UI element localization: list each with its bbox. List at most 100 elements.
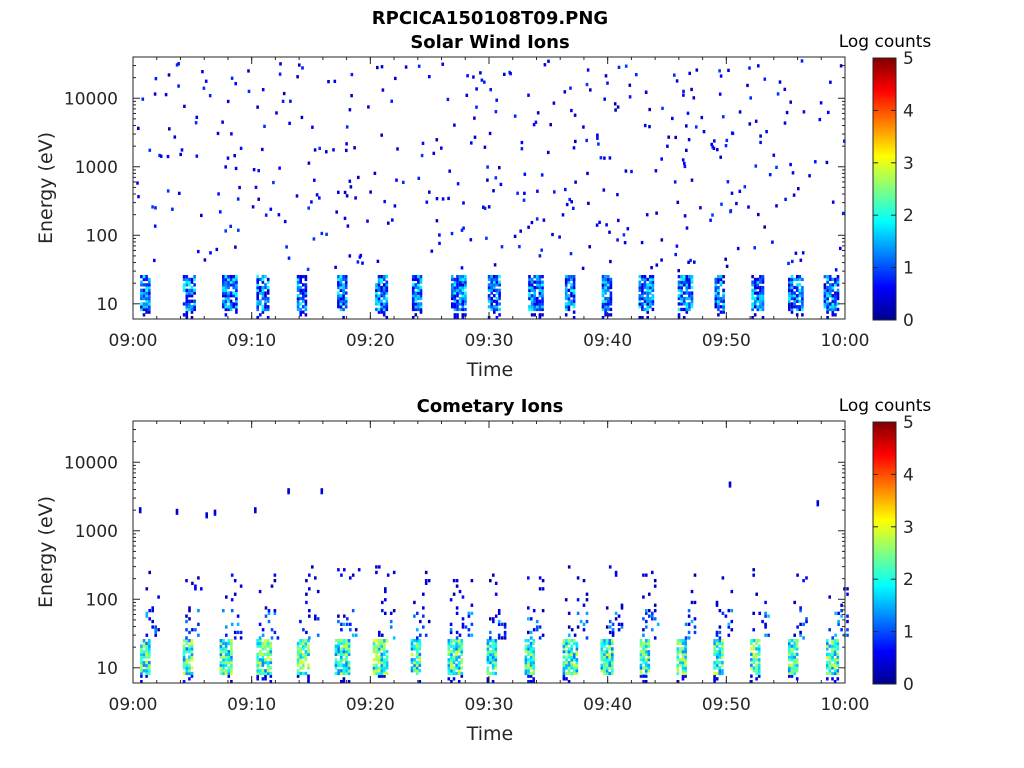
- heatmap-cell: [256, 288, 259, 292]
- heatmap-cell: [823, 275, 827, 279]
- heatmap-cell: [382, 288, 386, 292]
- heatmap-cell: [719, 277, 723, 282]
- heatmap-cell: [424, 570, 428, 575]
- heatmap-cell: [455, 650, 458, 654]
- heatmap-cell: [453, 313, 457, 317]
- heatmap-cell: [182, 285, 186, 290]
- heatmap-cell: [342, 277, 345, 282]
- heatmap-cell: [788, 674, 791, 678]
- heatmap-cell: [337, 614, 340, 618]
- heatmap-cell: [685, 305, 689, 309]
- heatmap-cell: [722, 115, 725, 119]
- heatmap-cell: [614, 570, 618, 575]
- heatmap-cell: [690, 285, 694, 290]
- heatmap-cell: [138, 507, 142, 511]
- heatmap-cell: [224, 296, 228, 301]
- heatmap-cell: [721, 647, 724, 651]
- heatmap-cell: [775, 165, 778, 169]
- heatmap-cell: [641, 277, 644, 282]
- heatmap-cell: [604, 74, 608, 78]
- heatmap-cell: [674, 252, 677, 257]
- heatmap-cell: [264, 647, 267, 651]
- heatmap-cell: [828, 655, 832, 659]
- heatmap-cell: [304, 652, 308, 656]
- heatmap-cell: [490, 307, 493, 312]
- heatmap-cell: [713, 641, 716, 646]
- heatmap-cell: [247, 89, 251, 93]
- heatmap-cell: [688, 285, 691, 290]
- heatmap-cell: [145, 666, 148, 670]
- heatmap-cell: [738, 110, 742, 114]
- heatmap-cell: [235, 275, 238, 279]
- heatmap-cell: [375, 285, 378, 290]
- heatmap-cell: [500, 622, 504, 626]
- heatmap-cell: [451, 302, 454, 306]
- heatmap-cell: [177, 62, 180, 66]
- heatmap-cell: [470, 633, 474, 637]
- heatmap-cell: [833, 650, 837, 654]
- heatmap-cell: [145, 294, 148, 298]
- heatmap-cell: [759, 134, 762, 138]
- heatmap-cell: [287, 256, 291, 260]
- heatmap-cell: [567, 660, 571, 665]
- heatmap-cell: [222, 291, 225, 295]
- colorbar-tick-label: 5: [903, 49, 914, 69]
- heatmap-cell: [570, 647, 573, 651]
- heatmap-cell: [452, 650, 456, 654]
- y-tick-label: 1000: [75, 158, 118, 178]
- heatmap-cell: [795, 305, 799, 309]
- heatmap-cell: [498, 280, 501, 284]
- heatmap-cell: [524, 666, 528, 670]
- heatmap-cell: [536, 280, 539, 284]
- heatmap-cell: [714, 285, 718, 290]
- heatmap-cell: [264, 671, 267, 676]
- heatmap-cell: [788, 285, 791, 290]
- heatmap-cell: [605, 660, 609, 665]
- heatmap-cell: [609, 277, 613, 282]
- heatmap-cell: [604, 275, 607, 279]
- x-tick-label: 09:30: [465, 331, 514, 351]
- heatmap-cell: [793, 660, 796, 665]
- heatmap-cell: [464, 285, 467, 290]
- heatmap-cell: [194, 584, 197, 588]
- heatmap-cell: [529, 650, 533, 654]
- heatmap-cell: [145, 663, 148, 667]
- heatmap-cell: [624, 64, 628, 68]
- heatmap-cell: [457, 655, 461, 659]
- heatmap-cell: [721, 639, 724, 643]
- heatmap-cell: [617, 218, 620, 223]
- heatmap-cell: [688, 294, 691, 298]
- heatmap-cell: [646, 316, 649, 320]
- colorbar-tick-label: 2: [903, 570, 914, 590]
- heatmap-cell: [685, 302, 689, 306]
- heatmap-cell: [608, 652, 611, 656]
- heatmap-cell: [757, 660, 761, 665]
- heatmap-cell: [718, 639, 722, 643]
- heatmap-cell: [687, 630, 691, 635]
- heatmap-cell: [299, 639, 302, 643]
- heatmap-cell: [222, 660, 225, 665]
- heatmap-cell: [380, 639, 384, 643]
- heatmap-cell: [460, 666, 464, 670]
- heatmap-cell: [543, 63, 547, 67]
- heatmap-cell: [690, 275, 694, 279]
- heatmap-cell: [296, 302, 300, 306]
- heatmap-cell: [302, 296, 305, 301]
- heatmap-cell: [259, 285, 262, 290]
- heatmap-cell: [680, 283, 683, 287]
- heatmap-cell: [718, 630, 722, 635]
- heatmap-cell: [458, 277, 462, 282]
- heatmap-cell: [345, 666, 348, 670]
- heatmap-cell: [494, 666, 498, 670]
- heatmap-cell: [524, 660, 528, 665]
- heatmap-cell: [679, 647, 682, 651]
- heatmap-cell: [382, 277, 386, 282]
- heatmap-cell: [798, 305, 802, 309]
- heatmap-cometary: [138, 481, 849, 684]
- heatmap-cell: [227, 669, 231, 673]
- heatmap-cell: [690, 277, 694, 282]
- heatmap-cell: [527, 680, 530, 684]
- heatmap-cell: [222, 609, 225, 613]
- heatmap-cell: [641, 294, 644, 298]
- heatmap-cell: [755, 655, 758, 659]
